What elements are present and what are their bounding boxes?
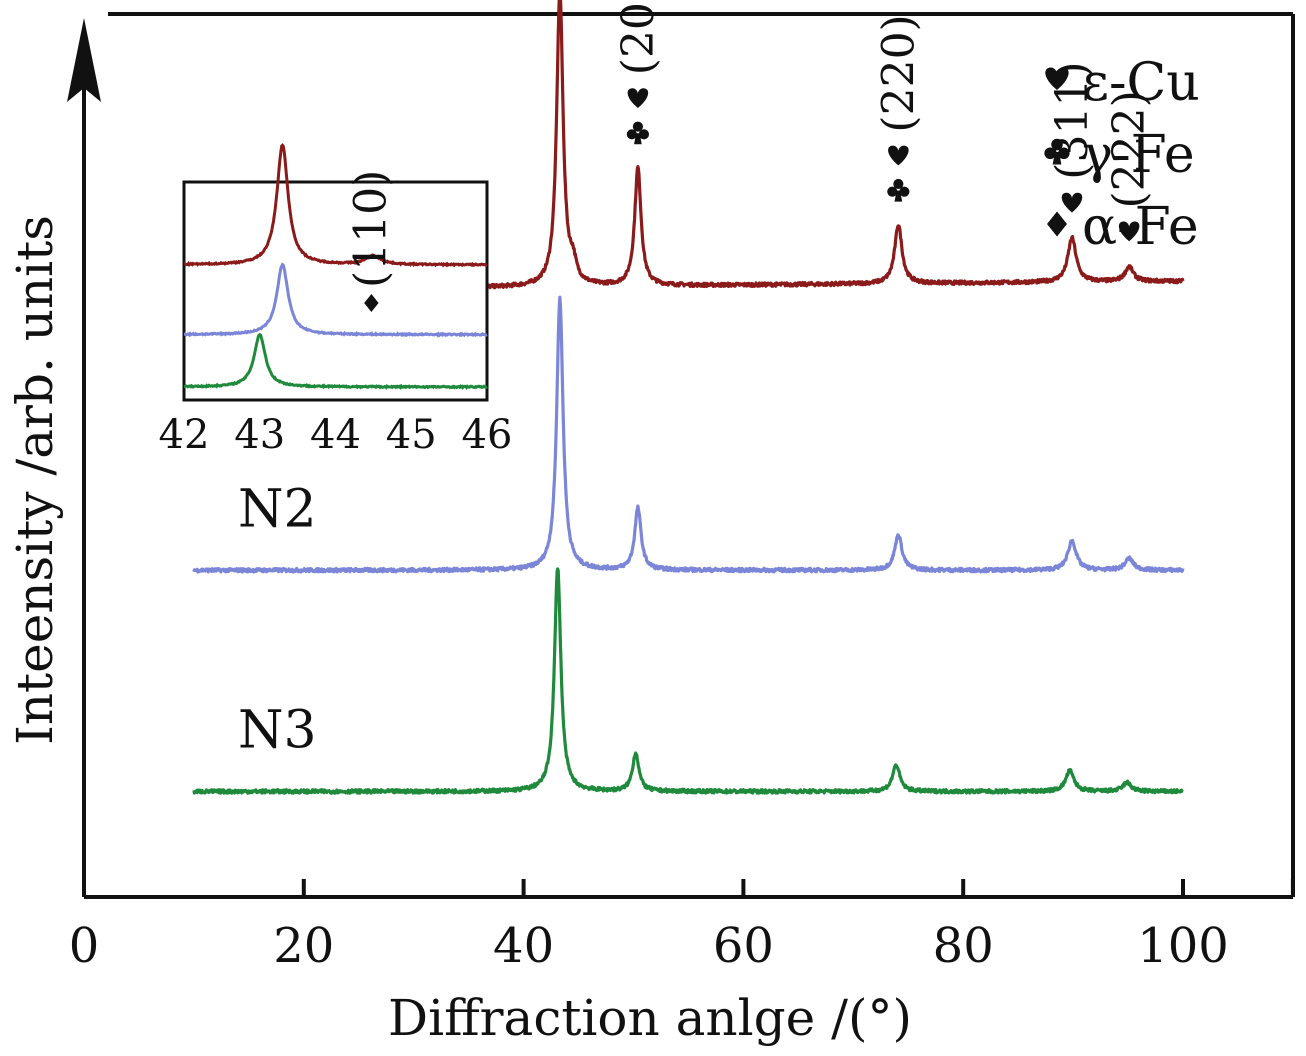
inset-tick-label: 44 bbox=[310, 412, 361, 458]
peak-annotation-layer: (111)(200)(220)(311)(222) bbox=[613, 0, 1155, 242]
x-tick-label: 40 bbox=[493, 918, 554, 974]
legend-label: ε-Cu bbox=[1082, 53, 1200, 113]
peak-label: (220) bbox=[873, 14, 924, 132]
plot-frame bbox=[67, 12, 1295, 899]
inset-line-n1 bbox=[183, 143, 488, 268]
club-icon bbox=[1044, 138, 1070, 165]
club-icon bbox=[626, 121, 650, 145]
inset-plot: 42 43 44 45 46 (110) bbox=[159, 143, 513, 458]
legend-label: γ-Fe bbox=[1082, 125, 1195, 185]
y-axis-title: Inteensity /arb. units bbox=[6, 215, 64, 745]
series-line-n3 bbox=[192, 567, 1185, 795]
peak-label: (222) bbox=[1104, 90, 1155, 208]
x-axis-title: Diffraction anlge /(°) bbox=[388, 989, 912, 1047]
legend-label: α-Fe bbox=[1082, 197, 1199, 257]
x-tick-label: 20 bbox=[273, 918, 334, 974]
legend: ε-Cu γ-Fe α-Fe bbox=[1044, 53, 1200, 257]
inset-tick-label: 46 bbox=[462, 412, 513, 458]
x-tick-label: 60 bbox=[713, 918, 774, 974]
heart-icon bbox=[1061, 192, 1083, 213]
heart-icon bbox=[1045, 67, 1069, 90]
inset-line-n2 bbox=[183, 262, 488, 338]
inset-frame bbox=[182, 180, 489, 402]
heart-icon bbox=[627, 88, 649, 109]
x-tick-layer: 0 20 40 60 80 100 bbox=[69, 879, 1295, 974]
sample-label-n3: N3 bbox=[238, 701, 317, 761]
x-tick-label: 80 bbox=[933, 918, 994, 974]
club-icon bbox=[887, 178, 910, 202]
peak-label: (200) bbox=[613, 0, 664, 75]
x-tick-label: 100 bbox=[1137, 918, 1229, 974]
x-tick-label: 0 bbox=[69, 918, 100, 974]
heart-icon bbox=[1118, 221, 1140, 242]
inset-line-n3 bbox=[183, 332, 488, 391]
heart-icon bbox=[888, 145, 909, 166]
inset-tick-label: 45 bbox=[386, 412, 437, 458]
y-axis-arrow bbox=[67, 18, 101, 102]
diamond-icon bbox=[364, 294, 379, 312]
series-line-n2 bbox=[192, 295, 1185, 574]
inset-tick-label: 43 bbox=[234, 412, 285, 458]
sample-label-n2: N2 bbox=[238, 479, 317, 539]
inset-tick-label: 42 bbox=[159, 412, 210, 458]
diamond-icon bbox=[1047, 211, 1067, 237]
inset-peak-label: (110) bbox=[345, 170, 396, 288]
